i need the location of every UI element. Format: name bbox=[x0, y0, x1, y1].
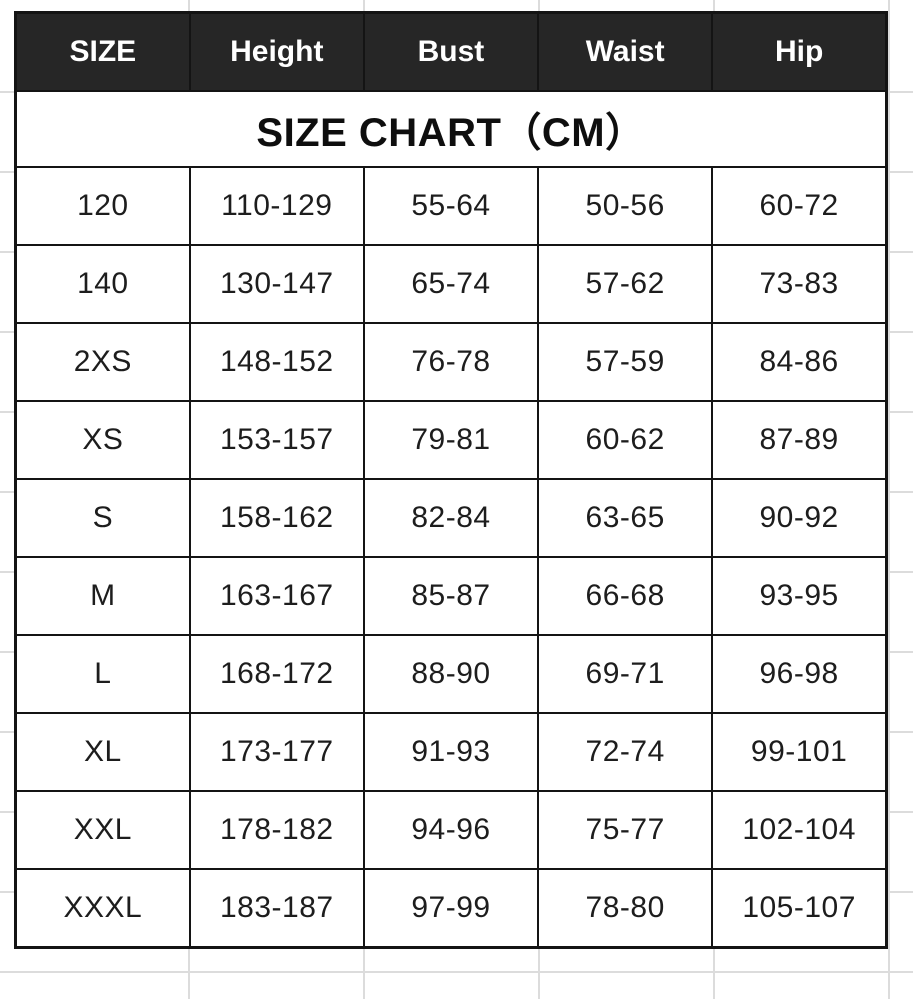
cell-waist: 72-74 bbox=[537, 712, 714, 792]
cell-hip: 105-107 bbox=[711, 868, 888, 949]
column-header-height: Height bbox=[188, 11, 365, 92]
cell-hip: 93-95 bbox=[711, 556, 888, 636]
cell-waist: 57-62 bbox=[537, 244, 714, 324]
size-chart-table-wrap: SIZE CHART（CM） SIZE Height Bust Waist Hi… bbox=[14, 11, 888, 949]
table-row: M 163-167 85-87 66-68 93-95 bbox=[14, 556, 888, 636]
table-row: XS 153-157 79-81 60-62 87-89 bbox=[14, 400, 888, 480]
title-row: SIZE CHART（CM） bbox=[14, 90, 888, 168]
cell-height: 148-152 bbox=[188, 322, 365, 402]
column-header-waist: Waist bbox=[537, 11, 714, 92]
cell-bust: 65-74 bbox=[362, 244, 540, 324]
cell-size: XS bbox=[14, 400, 191, 480]
cell-waist: 69-71 bbox=[537, 634, 714, 714]
cell-bust: 91-93 bbox=[362, 712, 540, 792]
table-row: 120 110-129 55-64 50-56 60-72 bbox=[14, 166, 888, 246]
cell-waist: 50-56 bbox=[537, 166, 714, 246]
table-row: XXL 178-182 94-96 75-77 102-104 bbox=[14, 790, 888, 870]
header-row: SIZE Height Bust Waist Hip bbox=[14, 11, 888, 92]
cell-hip: 73-83 bbox=[711, 244, 888, 324]
cell-bust: 85-87 bbox=[362, 556, 540, 636]
cell-size: XXL bbox=[14, 790, 191, 870]
cell-height: 130-147 bbox=[188, 244, 365, 324]
cell-hip: 90-92 bbox=[711, 478, 888, 558]
cell-height: 178-182 bbox=[188, 790, 365, 870]
table-row: 140 130-147 65-74 57-62 73-83 bbox=[14, 244, 888, 324]
cell-hip: 84-86 bbox=[711, 322, 888, 402]
cell-hip: 102-104 bbox=[711, 790, 888, 870]
cell-waist: 57-59 bbox=[537, 322, 714, 402]
cell-size: 2XS bbox=[14, 322, 191, 402]
title-section: SIZE CHART（CM） bbox=[14, 90, 888, 168]
table-row: 2XS 148-152 76-78 57-59 84-86 bbox=[14, 322, 888, 402]
cell-bust: 79-81 bbox=[362, 400, 540, 480]
cell-waist: 78-80 bbox=[537, 868, 714, 949]
table-row: XL 173-177 91-93 72-74 99-101 bbox=[14, 712, 888, 792]
cell-hip: 87-89 bbox=[711, 400, 888, 480]
cell-height: 163-167 bbox=[188, 556, 365, 636]
cell-bust: 97-99 bbox=[362, 868, 540, 949]
cell-size: M bbox=[14, 556, 191, 636]
cell-height: 110-129 bbox=[188, 166, 365, 246]
cell-hip: 99-101 bbox=[711, 712, 888, 792]
cell-size: S bbox=[14, 478, 191, 558]
cell-size: XXXL bbox=[14, 868, 191, 949]
cell-size: XL bbox=[14, 712, 191, 792]
column-header-hip: Hip bbox=[711, 11, 888, 92]
column-header-size: SIZE bbox=[14, 11, 191, 92]
cell-waist: 63-65 bbox=[537, 478, 714, 558]
cell-height: 168-172 bbox=[188, 634, 365, 714]
cell-waist: 75-77 bbox=[537, 790, 714, 870]
cell-hip: 96-98 bbox=[711, 634, 888, 714]
table-header-row: SIZE Height Bust Waist Hip bbox=[14, 11, 888, 92]
cell-hip: 60-72 bbox=[711, 166, 888, 246]
cell-size: L bbox=[14, 634, 191, 714]
table-row: XXXL 183-187 97-99 78-80 105-107 bbox=[14, 868, 888, 949]
cell-bust: 55-64 bbox=[362, 166, 540, 246]
cell-bust: 82-84 bbox=[362, 478, 540, 558]
table-body: 120 110-129 55-64 50-56 60-72 140 130-14… bbox=[14, 166, 888, 949]
cell-size: 140 bbox=[14, 244, 191, 324]
column-header-bust: Bust bbox=[362, 11, 540, 92]
cell-bust: 76-78 bbox=[362, 322, 540, 402]
size-chart-table: SIZE CHART（CM） SIZE Height Bust Waist Hi… bbox=[14, 11, 888, 949]
cell-bust: 88-90 bbox=[362, 634, 540, 714]
cell-height: 153-157 bbox=[188, 400, 365, 480]
chart-title: SIZE CHART（CM） bbox=[14, 90, 888, 168]
cell-height: 183-187 bbox=[188, 868, 365, 949]
cell-waist: 60-62 bbox=[537, 400, 714, 480]
table-row: L 168-172 88-90 69-71 96-98 bbox=[14, 634, 888, 714]
cell-size: 120 bbox=[14, 166, 191, 246]
cell-height: 173-177 bbox=[188, 712, 365, 792]
cell-bust: 94-96 bbox=[362, 790, 540, 870]
table-row: S 158-162 82-84 63-65 90-92 bbox=[14, 478, 888, 558]
cell-waist: 66-68 bbox=[537, 556, 714, 636]
cell-height: 158-162 bbox=[188, 478, 365, 558]
